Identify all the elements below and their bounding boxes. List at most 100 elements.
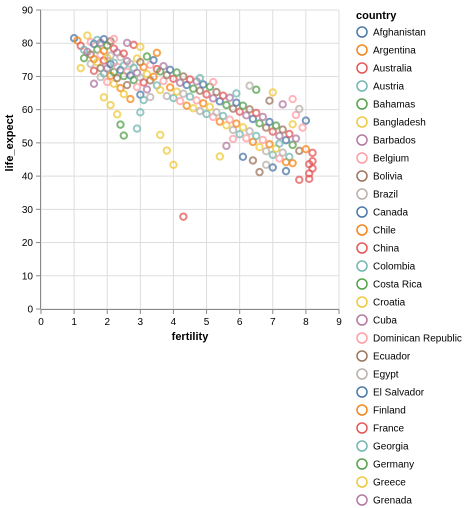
legend-label: El Salvador <box>373 388 425 399</box>
data-point <box>202 90 211 99</box>
legend-symbol <box>356 332 368 344</box>
data-point <box>156 85 165 95</box>
legend-label: Georgia <box>373 442 409 453</box>
data-point <box>162 146 172 155</box>
data-point <box>129 75 138 85</box>
data-point <box>298 123 307 132</box>
data-point <box>308 156 317 166</box>
data-point <box>172 87 181 96</box>
x-tick-label: 4 <box>171 317 177 328</box>
legend-symbol <box>356 98 368 110</box>
data-point <box>242 111 251 120</box>
legend-symbol <box>356 458 368 470</box>
data-point <box>291 134 301 143</box>
data-point <box>222 141 231 151</box>
data-point <box>235 107 244 116</box>
data-point <box>122 38 132 48</box>
data-point <box>218 111 228 121</box>
data-point <box>301 116 311 125</box>
legend-label: Argentina <box>373 46 416 57</box>
legend-label: France <box>373 424 405 435</box>
legend-symbol <box>356 152 368 164</box>
data-point <box>295 146 304 156</box>
data-point <box>248 156 258 165</box>
data-point <box>195 106 205 116</box>
data-point <box>255 167 264 177</box>
data-point <box>288 158 297 168</box>
legend-symbol <box>356 116 368 128</box>
data-point <box>228 125 238 135</box>
data-point <box>99 35 109 44</box>
data-point <box>271 121 281 130</box>
data-point <box>268 163 277 172</box>
legend-symbol <box>356 494 368 506</box>
x-tick-label: 0 <box>38 317 44 328</box>
legend-symbol <box>356 260 368 272</box>
legend-symbol <box>356 26 368 38</box>
data-point <box>119 49 128 58</box>
data-point <box>275 154 284 163</box>
data-point <box>122 80 132 90</box>
x-tick-label: 8 <box>303 317 309 328</box>
data-point <box>252 108 261 118</box>
legend-label: Australia <box>373 64 412 75</box>
data-point <box>248 114 258 124</box>
data-point <box>169 93 178 103</box>
data-point <box>169 74 178 83</box>
data-point <box>112 110 122 119</box>
legend-symbol <box>356 476 368 488</box>
data-point <box>245 105 254 114</box>
data-point <box>285 129 294 139</box>
x-tick-label: 3 <box>138 317 144 328</box>
data-point <box>238 123 248 132</box>
data-point <box>268 150 277 160</box>
data-point <box>295 104 304 114</box>
data-point <box>162 91 172 101</box>
data-point <box>139 95 148 105</box>
data-point <box>185 75 195 84</box>
data-point <box>305 169 314 178</box>
data-point <box>238 152 248 162</box>
legend-label: China <box>373 244 400 255</box>
data-point <box>242 134 251 143</box>
data-point <box>89 79 99 88</box>
data-point <box>215 152 225 161</box>
legend-label: Cuba <box>373 316 397 327</box>
data-point <box>265 117 274 127</box>
data-point <box>142 69 152 79</box>
data-point <box>291 110 301 120</box>
data-point <box>192 96 201 105</box>
legend-label: Egypt <box>373 370 399 381</box>
legend-label: Austria <box>373 82 405 93</box>
data-point <box>149 72 158 81</box>
data-point <box>126 94 135 104</box>
data-point <box>258 112 268 122</box>
data-point <box>235 130 244 139</box>
data-point <box>285 152 294 162</box>
legend-label: Grenada <box>373 496 412 507</box>
legend-symbol <box>356 386 368 398</box>
data-point <box>189 104 198 113</box>
y-axis-title: life_expect <box>4 114 16 171</box>
y-tick-label: 0 <box>27 305 33 316</box>
legend-label: Bangladesh <box>373 118 426 129</box>
x-tick-label: 7 <box>270 317 276 328</box>
x-tick-label: 5 <box>204 317 210 328</box>
data-point <box>258 135 268 145</box>
data-point <box>288 120 297 129</box>
data-point <box>139 62 148 72</box>
data-point <box>308 148 317 158</box>
data-point <box>218 91 228 100</box>
legend-symbol <box>356 278 368 290</box>
legend-symbol <box>356 80 368 92</box>
data-point <box>119 131 128 140</box>
legend-symbol <box>356 62 368 74</box>
data-point <box>288 94 297 104</box>
data-point <box>232 89 241 98</box>
data-point <box>238 101 248 110</box>
legend-symbol <box>356 206 368 218</box>
data-point <box>175 96 185 106</box>
legend-symbol <box>356 296 368 308</box>
legend-label: Barbados <box>373 136 416 147</box>
